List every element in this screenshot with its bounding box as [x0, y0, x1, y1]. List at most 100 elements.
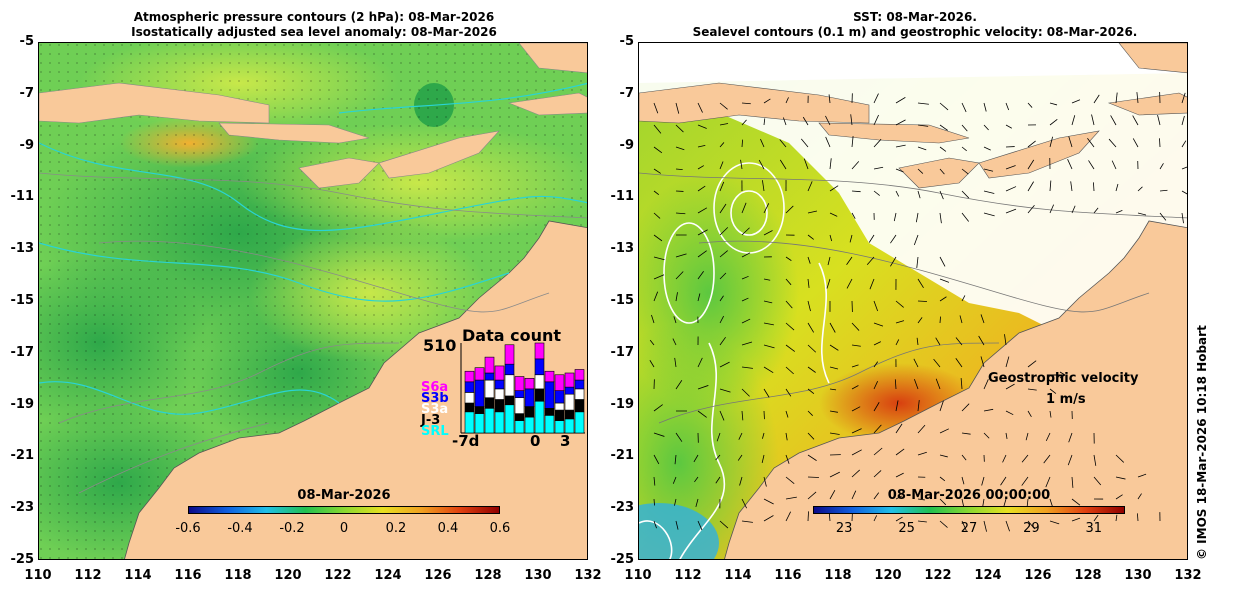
data-count-bar-s3b: [464, 381, 475, 393]
velocity-arrow: [1093, 514, 1099, 522]
velocity-arrow: [916, 337, 919, 346]
velocity-arrow: [697, 385, 709, 390]
velocity-arrow: [763, 366, 774, 374]
right-x-tick: 126: [1024, 568, 1052, 583]
data-count-bar-s6a: [484, 356, 495, 374]
velocity-arrow: [1049, 119, 1058, 126]
velocity-arrow: [961, 212, 969, 222]
left-colorbar-tick: -0.2: [279, 521, 305, 536]
velocity-arrow: [719, 315, 724, 324]
velocity-arrow: [895, 516, 903, 522]
velocity-arrow: [983, 168, 994, 172]
left-x-tick: 120: [274, 568, 302, 583]
velocity-arrow: [939, 476, 946, 482]
velocity-arrow: [807, 511, 809, 522]
right-y-tick: -21: [610, 448, 635, 464]
velocity-arrow: [895, 144, 906, 148]
velocity-arrow: [785, 496, 797, 500]
data-count-bar-srl: [524, 416, 535, 434]
velocity-arrow: [939, 146, 947, 152]
velocity-arrow: [1049, 204, 1055, 214]
velocity-arrow: [1005, 410, 1014, 416]
bathymetry-contour: [658, 342, 1000, 424]
velocity-arrow: [763, 203, 770, 214]
data-count-bar-s3b: [564, 386, 575, 395]
velocity-arrow: [1005, 102, 1010, 111]
left-x-tick: 116: [174, 568, 202, 583]
velocity-arrow: [1027, 388, 1037, 391]
velocity-arrow: [1049, 520, 1060, 525]
data-count-bar-s3a: [534, 374, 545, 390]
data-count-bar-s3a: [574, 388, 585, 400]
eastern-islands: [1107, 92, 1187, 116]
velocity-arrow: [785, 388, 792, 397]
legend-j3: J-3: [421, 413, 441, 428]
right-y-tick: -7: [619, 85, 634, 101]
right-y-tick: -11: [610, 189, 635, 205]
velocity-arrow: [653, 190, 660, 196]
velocity-arrow: [961, 432, 971, 435]
velocity-arrow: [697, 229, 708, 236]
velocity-arrow: [763, 278, 771, 281]
velocity-arrow: [1093, 207, 1099, 214]
right-x-tick: 124: [974, 568, 1002, 583]
velocity-arrow: [675, 146, 685, 151]
velocity-arrow: [1093, 182, 1095, 192]
velocity-arrow: [873, 300, 879, 312]
velocity-arrow: [895, 320, 905, 324]
data-count-bar-s3a: [514, 397, 525, 414]
velocity-arrow: [800, 138, 809, 148]
cold-water-patch: [639, 503, 719, 559]
velocity-arrow: [939, 520, 948, 528]
velocity-arrow: [739, 476, 743, 486]
velocity-arrow: [653, 454, 660, 465]
data-count-bar-s3b: [494, 379, 505, 390]
velocity-arrow: [675, 520, 679, 530]
velocity-arrow: [785, 205, 794, 214]
velocity-arrow: [649, 339, 655, 346]
velocity-arrow: [1027, 204, 1035, 214]
velocity-arrow: [983, 146, 991, 151]
data-count-bar-j-3: [554, 409, 565, 421]
right-colorbar: [813, 506, 1125, 514]
velocity-arrow: [741, 341, 753, 346]
right-x-tick: 110: [624, 568, 652, 583]
velocity-arrow: [779, 159, 787, 170]
left-x-tick: 114: [124, 568, 152, 583]
left-colorbar-tick: 0.2: [385, 521, 407, 536]
velocity-arrow: [785, 278, 792, 286]
velocity-arrow: [983, 190, 995, 194]
velocity-arrow: [1004, 334, 1007, 346]
velocity-arrow: [1157, 114, 1161, 126]
velocity-arrow: [1132, 138, 1139, 148]
left-y-tick: -11: [10, 189, 35, 205]
velocity-arrow: [960, 378, 963, 390]
left-x-tick: 124: [374, 568, 402, 583]
left-y-tick: -23: [10, 500, 35, 516]
velocity-arrow: [873, 381, 878, 390]
data-count-bar-s6a: [474, 367, 485, 381]
data-count-bar-s6a: [524, 377, 535, 390]
velocity-arrow: [763, 118, 766, 126]
velocity-arrow: [1159, 138, 1161, 148]
velocity-label: Geostrophic velocity: [988, 371, 1139, 386]
velocity-arrow: [983, 520, 987, 532]
velocity-arrow: [785, 344, 796, 352]
right-colorbar-tick: 27: [960, 521, 978, 536]
velocity-arrow: [939, 400, 944, 412]
left-x-tick: 130: [524, 568, 552, 583]
velocity-arrow: [697, 207, 708, 214]
right-y-tick: -13: [610, 241, 635, 257]
velocity-arrow: [675, 253, 687, 258]
velocity-arrow: [829, 212, 838, 217]
left-colorbar: [188, 506, 500, 514]
velocity-arrow: [1093, 476, 1102, 486]
velocity-arrow: [1159, 212, 1167, 221]
velocity-arrow: [741, 318, 751, 324]
velocity-arrow: [1002, 454, 1007, 463]
left-y-tick: -7: [19, 85, 34, 101]
velocity-arrow: [1021, 476, 1029, 486]
velocity-arrow: [785, 454, 790, 464]
velocity-arrow: [807, 366, 816, 373]
velocity-arrow: [917, 190, 921, 199]
